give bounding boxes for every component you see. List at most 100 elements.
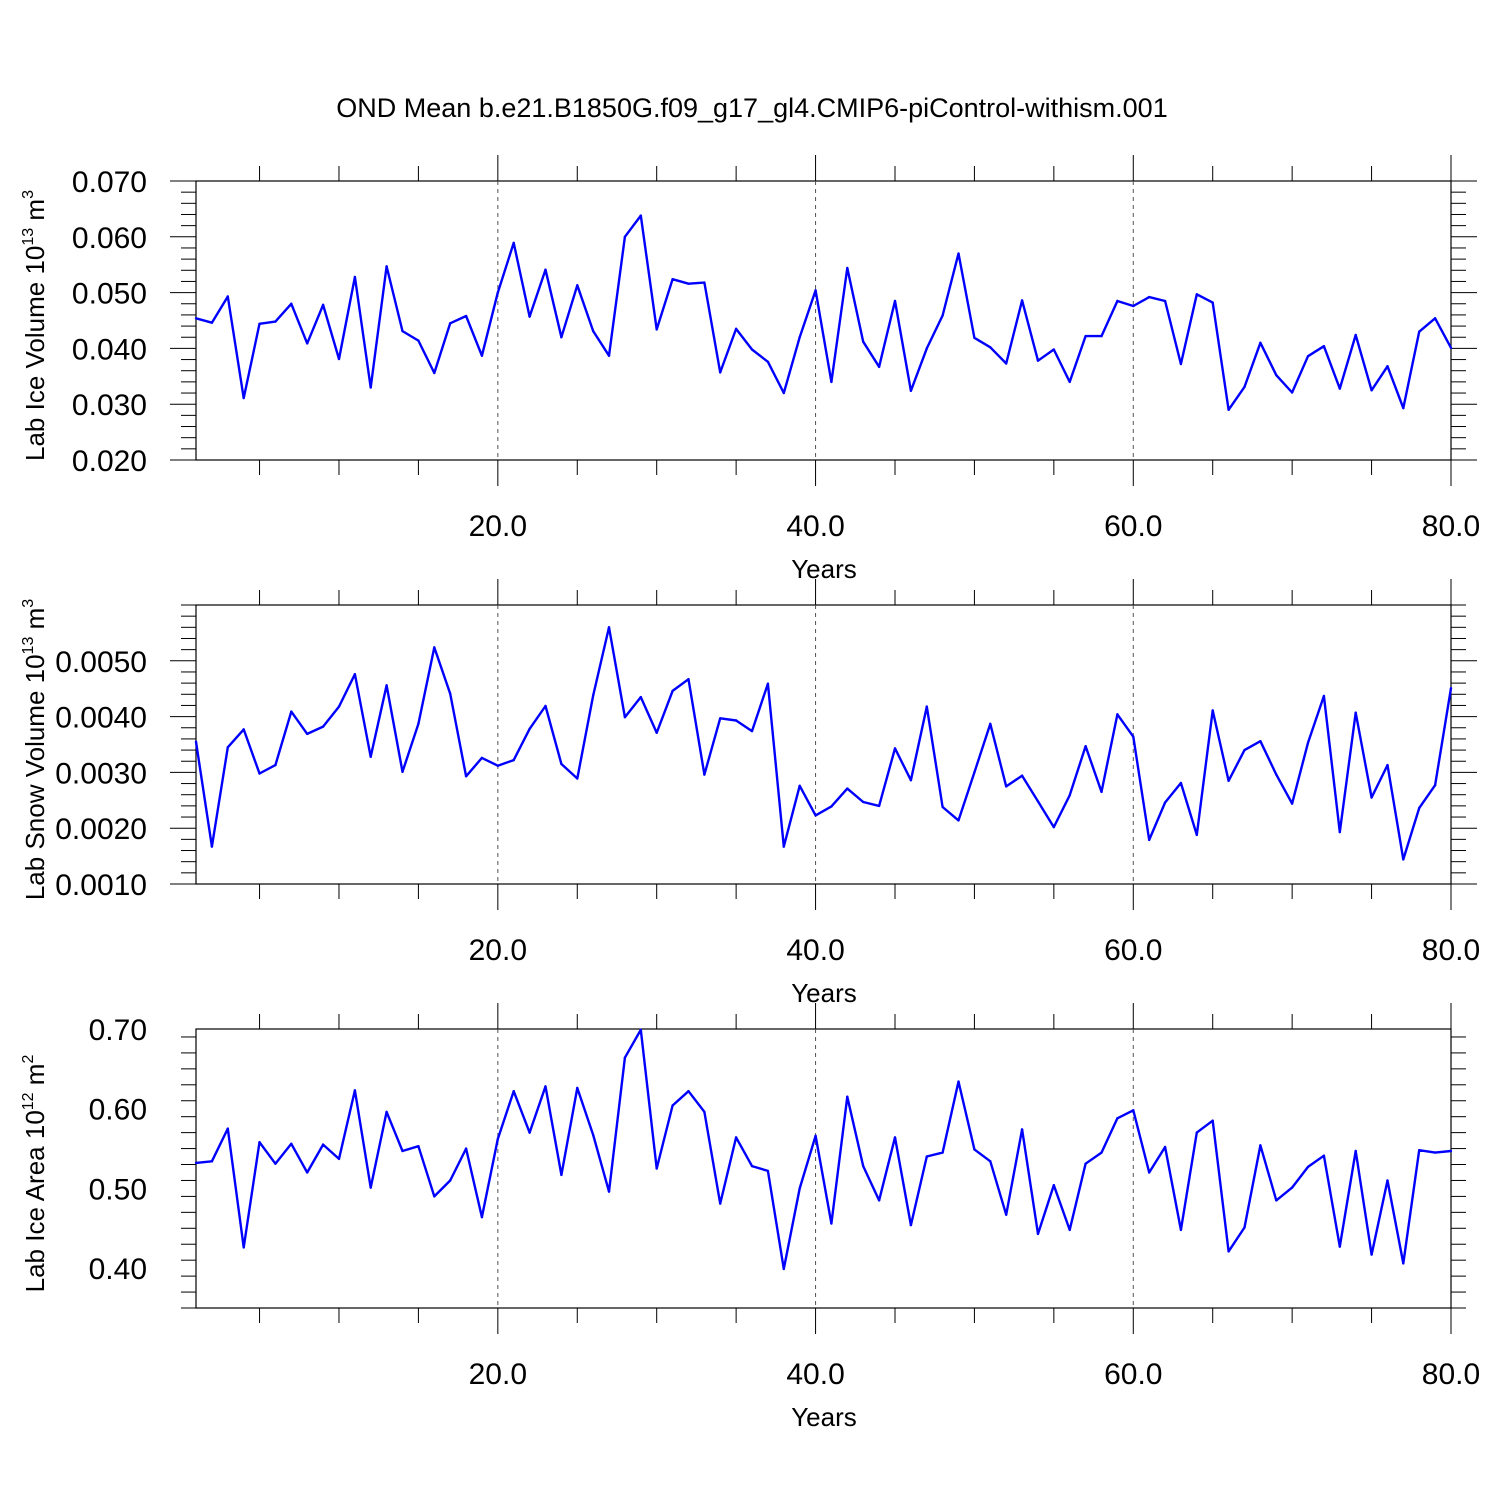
- data-point: [496, 1137, 500, 1141]
- y-tick-label: 0.0010: [55, 869, 147, 902]
- data-point: [1052, 348, 1056, 351]
- data-point: [528, 315, 531, 318]
- data-point: [1084, 744, 1087, 748]
- data-point: [448, 692, 452, 695]
- data-point: [734, 327, 738, 331]
- data-point: [591, 1133, 595, 1137]
- data-point: [1084, 1162, 1087, 1165]
- data-point: [337, 705, 341, 708]
- data-point: [210, 321, 214, 324]
- data-point: [1068, 794, 1071, 797]
- data-point: [862, 1164, 865, 1168]
- data-point: [417, 722, 420, 726]
- data-point: [369, 386, 372, 389]
- data-point: [480, 1215, 484, 1219]
- data-point: [512, 241, 515, 245]
- data-point: [1036, 359, 1040, 362]
- data-point: [830, 1222, 833, 1225]
- data-point: [1163, 801, 1167, 804]
- data-point: [353, 672, 357, 676]
- data-point: [734, 1136, 738, 1139]
- data-point: [1290, 1186, 1294, 1189]
- data-point: [1402, 1262, 1405, 1265]
- data-point: [687, 678, 690, 681]
- data-point: [830, 380, 833, 384]
- y-tick-label: 0.030: [72, 389, 147, 422]
- plot-frame: [195, 1028, 1452, 1309]
- x-tick-label: 80.0: [1422, 510, 1480, 543]
- data-point: [417, 1144, 420, 1148]
- x-axis-label: Years: [791, 978, 857, 1008]
- y-tick-label: 0.0050: [55, 646, 147, 679]
- data-point: [194, 317, 198, 320]
- data-point: [1322, 1154, 1326, 1157]
- data-point: [242, 396, 245, 400]
- panel-1: 0.020 0.030 0.040 0.050 0.060 0.070 20.0 40.0 60…: [20, 155, 1480, 584]
- data-point: [1259, 1144, 1262, 1147]
- data-point: [719, 717, 722, 720]
- data-point: [1100, 334, 1103, 338]
- y-axis-label: Lab Snow Volume 1013 m3: [20, 599, 50, 900]
- data-point: [1020, 299, 1024, 302]
- data-point: [925, 347, 928, 350]
- y-axis-label-text: Lab Ice Area 10: [20, 1110, 50, 1292]
- data-point: [671, 278, 674, 281]
- data-point: [1338, 1245, 1341, 1248]
- data-point: [1163, 1145, 1167, 1149]
- data-point: [1084, 334, 1087, 338]
- data-point: [639, 1028, 643, 1031]
- series-points: [194, 626, 1453, 861]
- data-point: [1370, 389, 1373, 392]
- data-point: [909, 389, 913, 393]
- data-point: [671, 1104, 674, 1107]
- x-tick-label: 20.0: [469, 1358, 527, 1391]
- data-point: [1386, 1179, 1389, 1182]
- data-point: [512, 1089, 515, 1093]
- data-point: [448, 1179, 452, 1182]
- y-axis-label-text: Lab Ice Volume 10: [20, 246, 50, 461]
- data-point: [941, 1151, 944, 1154]
- data-point: [750, 729, 754, 733]
- data-point: [1179, 781, 1183, 785]
- data-point: [1433, 317, 1437, 320]
- y-axis-label-unit: m: [20, 199, 50, 228]
- data-point: [1306, 1165, 1310, 1169]
- data-point: [893, 1136, 897, 1139]
- data-point: [1211, 709, 1214, 712]
- data-point: [337, 357, 341, 361]
- data-point: [941, 314, 944, 317]
- y-axis-label-exponent: 13: [20, 228, 37, 246]
- data-point: [226, 1127, 229, 1130]
- data-point: [258, 1140, 261, 1144]
- data-point: [226, 295, 229, 298]
- data-point: [877, 1199, 881, 1202]
- data-point: [814, 814, 817, 817]
- data-point: [448, 322, 452, 325]
- data-point: [1386, 763, 1389, 767]
- data-point: [1449, 346, 1453, 350]
- data-point: [909, 1223, 913, 1227]
- data-point: [750, 348, 754, 351]
- data-point: [766, 682, 770, 685]
- x-tick-label: 20.0: [469, 934, 527, 967]
- data-point: [1370, 796, 1373, 799]
- data-point: [576, 1086, 579, 1090]
- data-point: [385, 265, 388, 268]
- data-point: [1020, 774, 1024, 777]
- panel-2: 0.0010 0.0020 0.0030 0.0040 0.0050 20.0 40.0 60…: [20, 579, 1480, 1008]
- data-point: [893, 747, 897, 750]
- data-point: [1322, 694, 1326, 698]
- data-point: [1163, 299, 1167, 303]
- x-tick-label: 40.0: [786, 1358, 844, 1391]
- data-point: [290, 302, 293, 305]
- data-point: [385, 1110, 388, 1114]
- data-point: [576, 284, 579, 287]
- data-point: [989, 346, 992, 349]
- data-point: [385, 684, 388, 687]
- data-point: [1116, 1117, 1119, 1120]
- data-point: [607, 354, 611, 357]
- data-point: [1132, 735, 1135, 738]
- data-point: [703, 1110, 706, 1114]
- data-point: [798, 784, 801, 787]
- data-point: [973, 771, 976, 774]
